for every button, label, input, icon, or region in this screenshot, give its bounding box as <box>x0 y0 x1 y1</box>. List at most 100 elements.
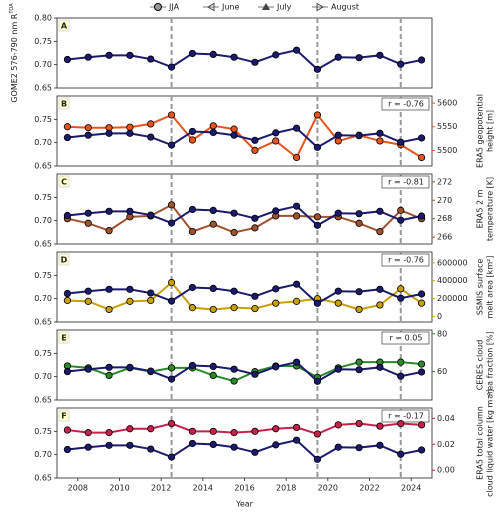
data-point <box>126 207 134 215</box>
y2-tick-label: 0.04 <box>437 414 455 423</box>
legend-label: August <box>331 3 359 12</box>
y2-tick-label: 200000 <box>437 294 468 303</box>
data-point <box>272 137 280 145</box>
data-point <box>84 297 92 305</box>
r-box <box>381 97 430 111</box>
y-tick-label: 0.70 <box>34 294 52 303</box>
r-box <box>381 331 430 345</box>
data-point <box>230 365 238 373</box>
data-point <box>147 211 155 219</box>
y-tick-label: 0.65 <box>34 396 52 405</box>
data-point <box>355 305 363 314</box>
y-tick-label: 0.65 <box>34 240 52 249</box>
data-point <box>355 210 363 218</box>
data-point <box>355 219 363 227</box>
data-point <box>397 372 405 380</box>
data-point <box>355 419 363 428</box>
data-point <box>167 141 176 149</box>
data-point <box>251 448 259 456</box>
y-tick-label: 0.65 <box>34 474 52 483</box>
y-tick-label: 0.75 <box>34 271 52 280</box>
y2-tick-label: 5550 <box>437 122 457 131</box>
data-point <box>209 440 217 448</box>
panel-letter-box <box>58 97 70 110</box>
data-point <box>230 53 238 61</box>
data-point <box>84 443 92 451</box>
data-point <box>313 65 322 73</box>
x-tick-label: 2024 <box>401 484 421 493</box>
data-point <box>313 299 322 307</box>
data-point <box>292 436 301 444</box>
data-point <box>355 444 363 452</box>
data-point <box>167 419 176 428</box>
data-point <box>105 285 113 293</box>
data-point <box>63 211 72 220</box>
data-point <box>313 455 322 463</box>
data-point <box>292 297 301 305</box>
data-point <box>230 209 238 217</box>
data-point <box>147 296 155 305</box>
data-point <box>376 363 384 371</box>
data-point <box>63 296 72 305</box>
legend-marker <box>316 2 324 12</box>
data-point <box>397 358 405 366</box>
y2-tick-label: 5600 <box>437 99 457 108</box>
y2-axis-label: height [m] <box>486 110 495 152</box>
data-point <box>209 305 217 314</box>
data-point <box>126 363 134 371</box>
data-point <box>167 219 176 227</box>
data-point <box>334 365 342 373</box>
data-point <box>230 377 238 385</box>
data-point <box>126 51 134 59</box>
y2-tick-label: 268 <box>437 214 452 223</box>
y-tick-label: 0.70 <box>34 216 52 225</box>
data-point <box>84 124 92 132</box>
r-label: r = 0.05 <box>390 334 423 343</box>
data-point <box>397 206 405 214</box>
data-point <box>417 368 426 376</box>
data-point <box>209 128 217 136</box>
data-point <box>272 425 280 433</box>
data-point <box>397 285 405 293</box>
y-tick-label: 0.70 <box>34 138 52 147</box>
data-point <box>209 220 217 228</box>
data-point <box>417 153 426 162</box>
r-label: r = -0.76 <box>388 256 424 265</box>
x-tick-label: 2020 <box>318 484 338 493</box>
y-tick-label: 0.75 <box>34 115 52 124</box>
y2-axis-label: CERES cloud <box>476 340 485 391</box>
r-label: r = -0.76 <box>388 100 424 109</box>
data-point <box>376 422 384 430</box>
data-point <box>272 441 280 449</box>
data-point <box>230 228 238 237</box>
data-point <box>230 131 238 139</box>
x-tick-label: 2018 <box>276 484 296 493</box>
data-point <box>63 445 72 454</box>
data-point <box>292 153 301 162</box>
data-point <box>417 56 426 64</box>
data-point <box>355 366 363 374</box>
data-point <box>313 430 322 438</box>
panel-letter: B <box>61 100 67 109</box>
data-point <box>147 120 155 128</box>
data-point <box>355 358 363 366</box>
data-point <box>334 53 342 61</box>
data-point <box>292 280 301 288</box>
legend-label: June <box>221 3 240 12</box>
data-point <box>272 363 280 371</box>
data-point <box>313 213 322 221</box>
data-point <box>376 441 384 449</box>
series-line <box>67 281 423 311</box>
y2-tick-label: 5500 <box>437 146 457 155</box>
data-point <box>334 421 342 429</box>
data-point <box>334 443 342 451</box>
data-point <box>167 453 176 461</box>
data-point <box>126 123 134 131</box>
y2-axis-label: cloud liquid water [kg m⁻²] <box>486 389 495 497</box>
data-point <box>167 375 176 383</box>
y-tick-label: 0.65 <box>34 318 52 327</box>
data-point <box>355 132 363 140</box>
data-point <box>417 212 426 220</box>
r-box <box>381 175 430 189</box>
panel-frame <box>56 17 433 89</box>
